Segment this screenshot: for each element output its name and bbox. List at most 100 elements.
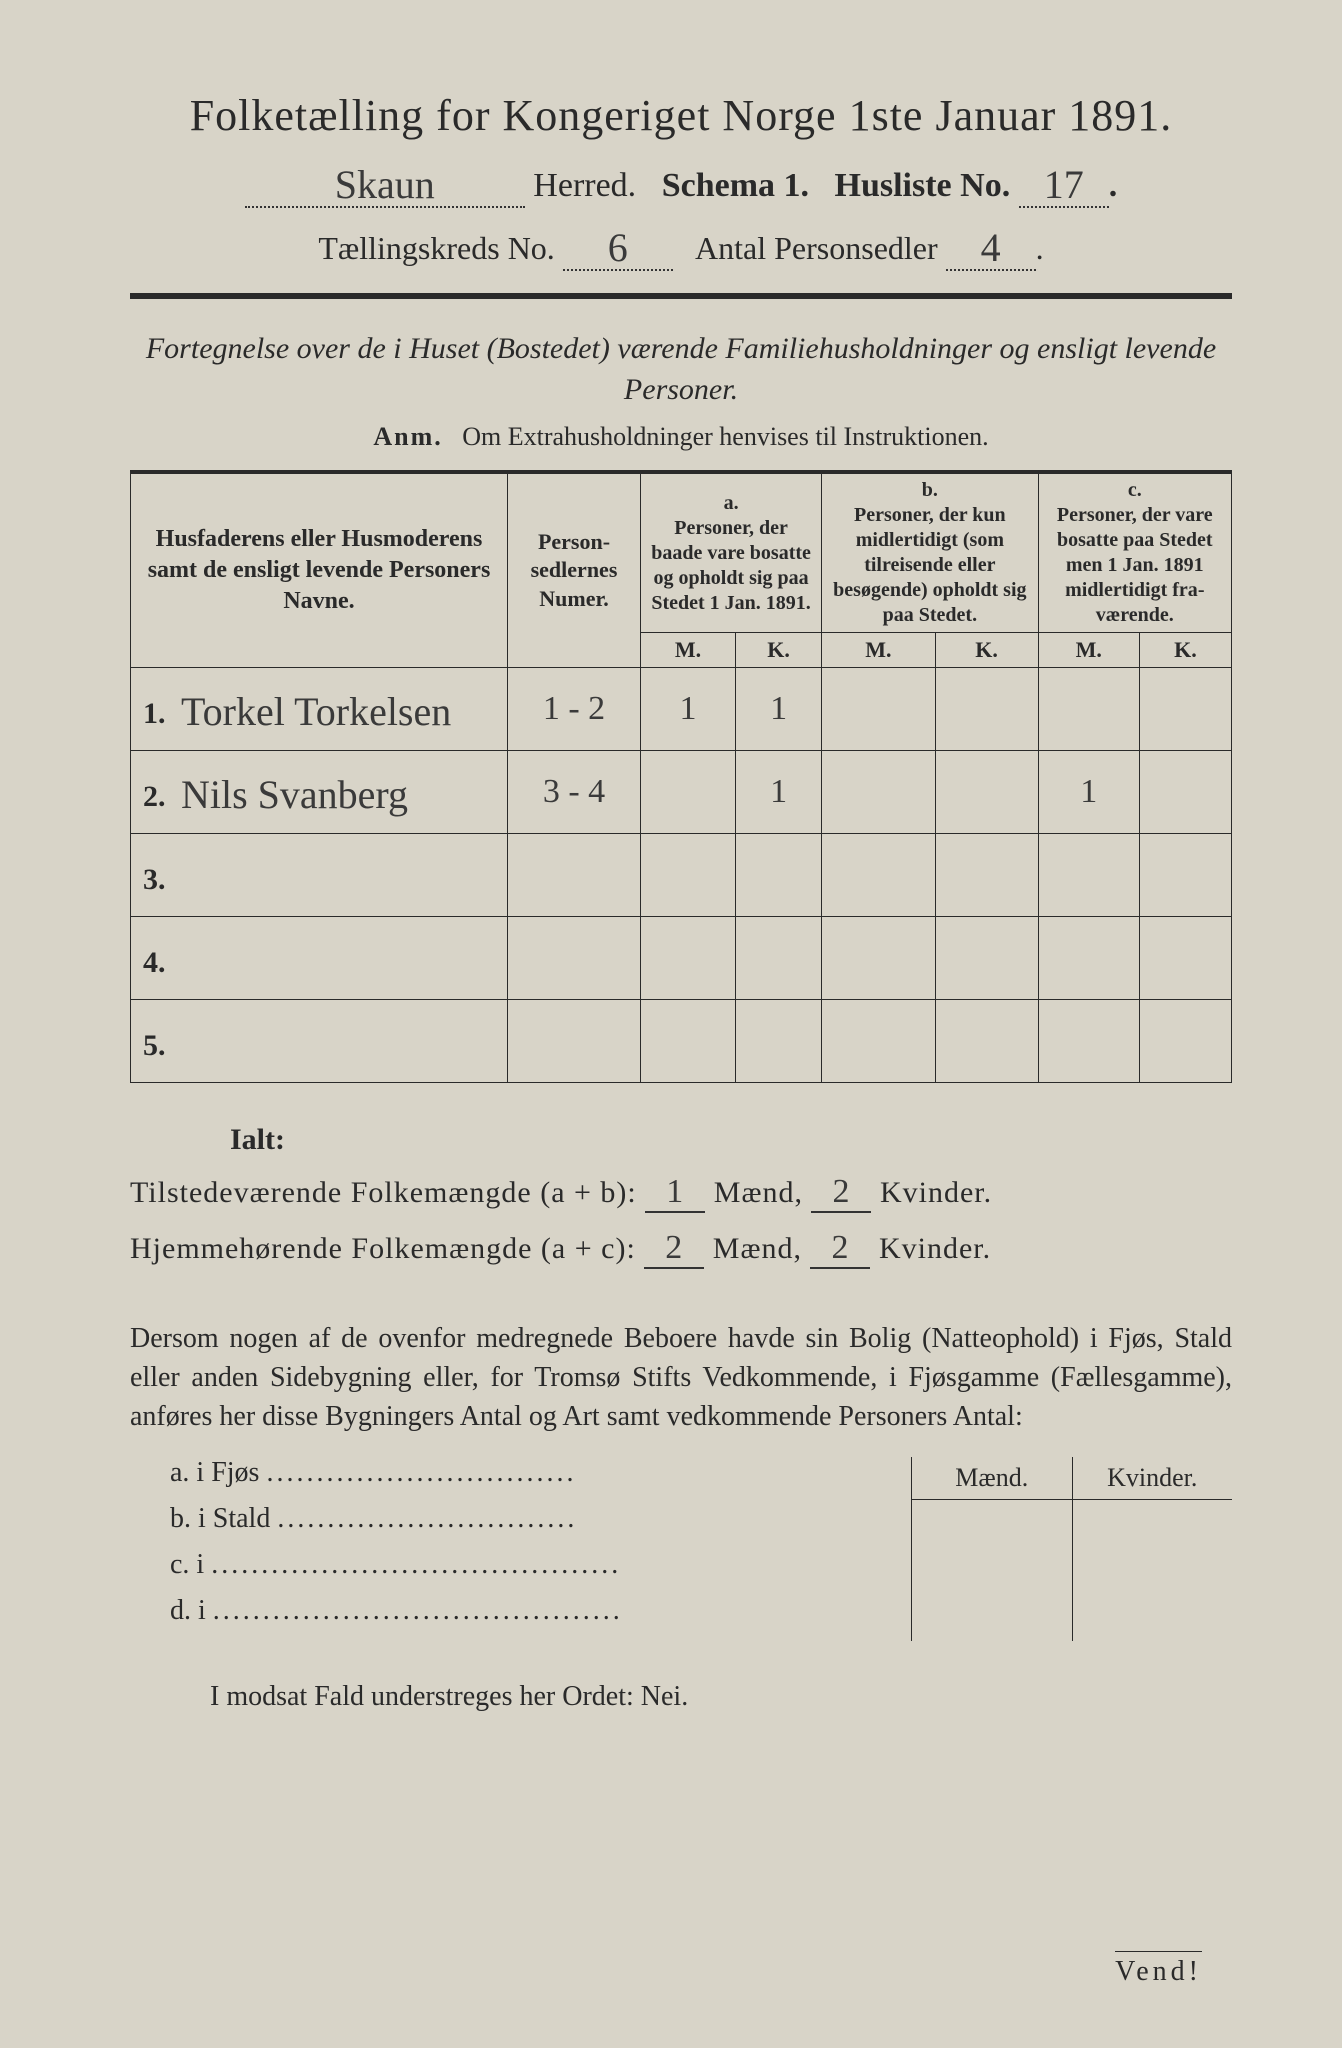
name-cell: 5. [131,1000,508,1083]
a-k-cell [735,917,821,1000]
col-header-number: Person­sedler­nes Numer. [508,472,641,668]
kreds-value: 6 [608,225,628,270]
building-right: Mænd. Kvinder. [911,1457,1232,1641]
maend-col [912,1500,1073,1641]
c-k-cell [1139,751,1231,834]
c-m-cell [1038,668,1139,751]
mk-header: M. [822,633,935,668]
mk-header: K. [1139,633,1231,668]
sum2-k: 2 [831,1229,849,1266]
name-cell: 4. [131,917,508,1000]
a-m-cell [641,834,736,917]
husliste-value: 17 [1044,162,1084,207]
a-m-cell [641,917,736,1000]
b-k-cell [935,751,1038,834]
antal-value: 4 [981,225,1001,270]
sum1-label: Tilstedeværende Folkemængde (a + b): [130,1176,637,1209]
building-left: a. i Fjøs ..............................… [130,1457,911,1641]
name-cell: 2. Nils Svanberg [131,751,508,834]
line-kreds: Tællingskreds No. 6 Antal Personsedler 4… [130,222,1232,271]
c-m-cell [1038,834,1139,917]
col-a-top: a. [724,492,739,514]
col-b-text: Personer, der kun midler­tidigt (som til… [833,504,1026,626]
col-header-c: c. Personer, der vare bosatte paa Stedet… [1038,472,1231,633]
maend-label: Mænd, [713,1232,802,1265]
mk-header: M. [1038,633,1139,668]
mk-header: M. [641,633,736,668]
table-row: 3. [131,834,1232,917]
b-m-cell [822,751,935,834]
herred-value: Skaun [335,162,435,207]
building-line-c: c. i ...................................… [170,1549,911,1581]
a-m-cell [641,1000,736,1083]
col-header-a: a. Personer, der baade vare bo­satte og … [641,472,822,633]
col-a-text: Personer, der baade vare bo­satte og oph… [651,517,811,614]
b-m-cell [822,1000,935,1083]
table-row: 4. [131,917,1232,1000]
name-cell: 3. [131,834,508,917]
c-k-cell [1139,834,1231,917]
c-k-cell [1139,917,1231,1000]
divider-thick [130,293,1232,299]
summary-line-ab: Tilstedeværende Folkemængde (a + b): 1 M… [130,1173,1232,1213]
building-block: a. i Fjøs ..............................… [130,1457,1232,1641]
building-line-d: d. i ...................................… [170,1595,911,1627]
mk-header: K. [935,633,1038,668]
fortegnelse-note: Fortegnelse over de i Huset (Bostedet) v… [130,329,1232,410]
num-cell: 1 - 2 [508,668,641,751]
a-k-cell [735,834,821,917]
a-k-cell: 1 [735,668,821,751]
line-herred: Skaun Herred. Schema 1. Husliste No. 17. [130,159,1232,208]
kreds-label: Tællingskreds No. [318,230,554,266]
anm-label: Anm. [373,422,442,451]
sum2-m: 2 [665,1229,683,1266]
sum2-label: Hjemmehørende Folkemængde (a + c): [130,1232,636,1265]
building-line-a: a. i Fjøs ..............................… [170,1457,911,1489]
anm-text: Om Extrahusholdninger henvises til Instr… [462,422,988,451]
sum1-m: 1 [666,1173,684,1210]
col-header-b: b. Personer, der kun midler­tidigt (som … [822,472,1038,633]
num-cell: 3 - 4 [508,751,641,834]
vend-label: Vend! [1115,1951,1202,1988]
anm-note: Anm. Om Extrahusholdninger henvises til … [130,422,1232,452]
table-row: 5. [131,1000,1232,1083]
num-cell [508,1000,641,1083]
form-title: Folketælling for Kongeriget Norge 1ste J… [130,90,1232,141]
kvinder-label: Kvinder. [879,1232,991,1265]
a-m-cell [641,751,736,834]
husliste-label: Husliste No. [835,167,1011,204]
num-cell [508,834,641,917]
summary-block: Ialt: Tilstedeværende Folkemængde (a + b… [130,1123,1232,1269]
col-header-names: Husfaderens eller Husmode­rens samt de e… [131,472,508,668]
census-table: Husfaderens eller Husmode­rens samt de e… [130,470,1232,1083]
table-row: 2. Nils Svanberg3 - 4 1 1 [131,751,1232,834]
maend-header: Mænd. [912,1457,1073,1499]
herred-label: Herred. [533,167,636,204]
a-k-cell: 1 [735,751,821,834]
b-m-cell [822,917,935,1000]
col-c-text: Personer, der vare bosatte paa Stedet me… [1057,504,1213,626]
schema-label: Schema 1. [662,167,809,204]
c-m-cell [1038,917,1139,1000]
c-k-cell [1139,1000,1231,1083]
antal-label: Antal Personsedler [695,230,938,266]
kvinder-header: Kvinder. [1073,1457,1233,1499]
col-b-top: b. [922,479,938,501]
census-form-page: Folketælling for Kongeriget Norge 1ste J… [0,0,1342,2048]
kvinder-col [1073,1500,1233,1641]
building-paragraph: Dersom nogen af de ovenfor medregnede Be… [130,1319,1232,1437]
summary-line-ac: Hjemmehørende Folkemængde (a + c): 2 Mæn… [130,1229,1232,1269]
b-m-cell [822,834,935,917]
mk-header: K. [735,633,821,668]
b-k-cell [935,668,1038,751]
name-cell: 1. Torkel Torkelsen [131,668,508,751]
col-c-top: c. [1128,479,1142,501]
b-k-cell [935,917,1038,1000]
a-m-cell: 1 [641,668,736,751]
c-k-cell [1139,668,1231,751]
c-m-cell: 1 [1038,751,1139,834]
c-m-cell [1038,1000,1139,1083]
b-k-cell [935,834,1038,917]
sum1-k: 2 [832,1173,850,1210]
maend-label: Mænd, [714,1176,803,1209]
